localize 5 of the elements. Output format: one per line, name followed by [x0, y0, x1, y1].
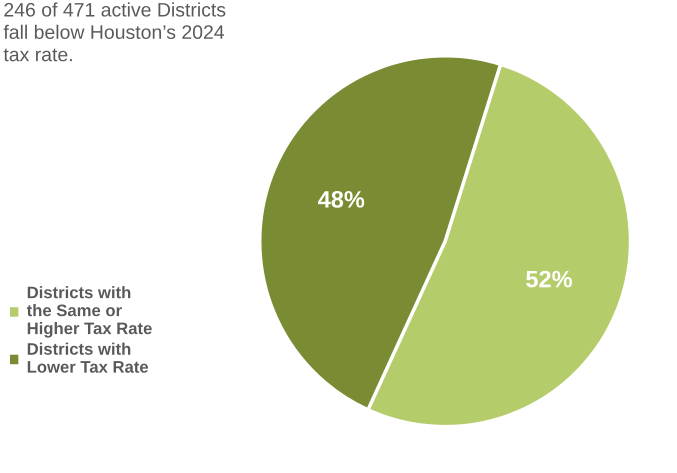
data-label: 52%	[526, 270, 572, 288]
chart-title: 246 of 471 active Districts fall below Houston’s 2024 tax rate.	[4, 2, 226, 62]
data-label: 48%	[318, 190, 364, 208]
legend-label: Districts with Lower Tax Rate	[28, 342, 148, 373]
legend-label: Districts with the Same or Higher Tax Rate	[26, 286, 152, 338]
